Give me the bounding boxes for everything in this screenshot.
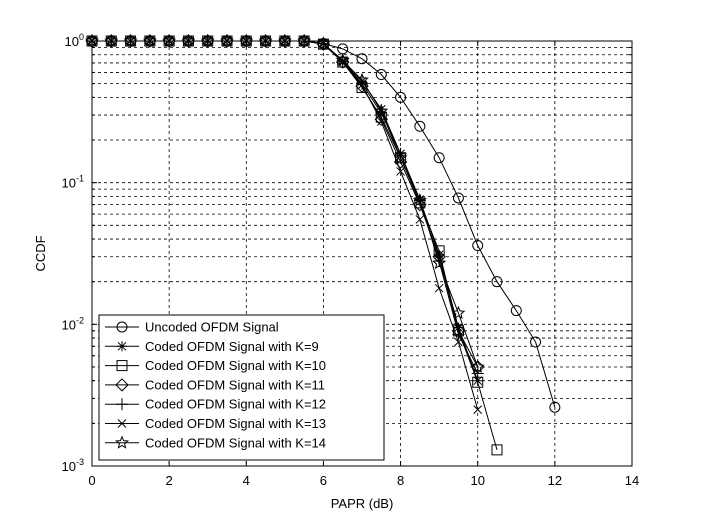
x-tick-label: 0 <box>88 473 95 488</box>
data-point <box>220 33 234 47</box>
data-point <box>413 197 427 212</box>
data-point <box>434 249 445 260</box>
y-tick-label: 10-2 <box>62 315 84 332</box>
legend-item: Coded OFDM Signal with K=10 <box>105 358 326 373</box>
x-tick-label: 14 <box>625 473 639 488</box>
x-tick-label: 6 <box>320 473 327 488</box>
data-point <box>374 103 389 118</box>
data-point <box>452 192 464 204</box>
data-point <box>472 375 483 386</box>
legend-marker <box>117 419 127 428</box>
y-tick-label: 100 <box>65 32 84 49</box>
data-point <box>433 152 445 164</box>
data-point <box>530 336 542 348</box>
legend-label: Coded OFDM Signal with K=12 <box>145 397 326 412</box>
data-point <box>434 283 444 293</box>
x-tick-label: 4 <box>243 473 250 488</box>
data-point <box>335 53 350 67</box>
data-point <box>412 193 427 207</box>
legend-marker <box>115 378 129 392</box>
data-point <box>491 444 503 456</box>
legend: Uncoded OFDM Signal Coded OFDM Signal wit… <box>98 314 385 461</box>
data-point <box>376 117 386 126</box>
legend-label: Coded OFDM Signal with K=9 <box>145 339 319 354</box>
data-point <box>336 55 349 68</box>
data-point <box>395 91 407 103</box>
data-point <box>470 359 485 373</box>
data-point <box>510 305 522 317</box>
data-point <box>316 37 331 51</box>
data-point <box>415 215 425 224</box>
data-point <box>473 405 483 414</box>
data-point <box>355 72 369 86</box>
data-point <box>200 33 215 47</box>
y-tick-label: 10-1 <box>62 174 84 191</box>
legend-marker <box>116 398 128 411</box>
y-axis-label: CCDF <box>33 235 48 271</box>
data-point <box>258 33 273 47</box>
data-point <box>316 36 331 50</box>
data-point <box>452 328 465 341</box>
legend-marker <box>116 321 128 333</box>
data-point <box>472 240 484 252</box>
data-point <box>142 33 157 47</box>
x-tick-label: 12 <box>548 473 562 488</box>
legend-item: Coded OFDM Signal with K=13 <box>105 416 326 431</box>
legend-item: Coded OFDM Signal with K=12 <box>105 397 326 412</box>
legend-item: Uncoded OFDM Signal <box>105 320 279 335</box>
legend-label: Coded OFDM Signal with K=10 <box>145 358 326 373</box>
data-point <box>375 69 387 81</box>
data-point <box>396 167 405 176</box>
legend-marker <box>117 341 127 352</box>
x-tick-label: 2 <box>166 473 173 488</box>
data-point <box>393 150 408 164</box>
data-point <box>374 112 388 127</box>
data-point <box>432 255 447 270</box>
data-point <box>104 33 119 47</box>
data-point <box>123 33 138 47</box>
x-axis-label: PAPR (dB) <box>331 496 394 511</box>
y-tick-label: 10-3 <box>62 457 84 474</box>
legend-item: Coded OFDM Signal with K=14 <box>105 435 326 450</box>
data-point <box>549 401 561 413</box>
plot-frame <box>91 40 633 467</box>
data-point <box>355 79 369 93</box>
legend-item: Coded OFDM Signal with K=11 <box>105 377 325 392</box>
legend-item: Coded OFDM Signal with K=9 <box>105 339 319 354</box>
data-point <box>454 337 463 347</box>
data-point <box>297 33 312 47</box>
data-point <box>414 120 426 132</box>
legend-label: Coded OFDM Signal with K=14 <box>145 435 326 450</box>
legend-label: Coded OFDM Signal with K=11 <box>145 377 325 392</box>
data-point <box>491 276 503 288</box>
legend-box <box>98 314 385 461</box>
data-point <box>453 322 464 333</box>
axis-ticks: 0 2 4 6 8 10 12 14 100 10-1 10-2 10-3 <box>62 32 640 488</box>
data-point <box>181 33 196 47</box>
legend-marker <box>115 435 129 449</box>
legend-label: Coded OFDM Signal with K=13 <box>145 416 326 431</box>
data-point <box>277 33 292 47</box>
data-point <box>451 305 466 320</box>
x-tick-label: 8 <box>397 473 404 488</box>
data-point <box>356 53 368 65</box>
legend-marker <box>116 360 128 372</box>
legend-label: Uncoded OFDM Signal <box>145 320 279 335</box>
x-tick-label: 10 <box>470 473 484 488</box>
